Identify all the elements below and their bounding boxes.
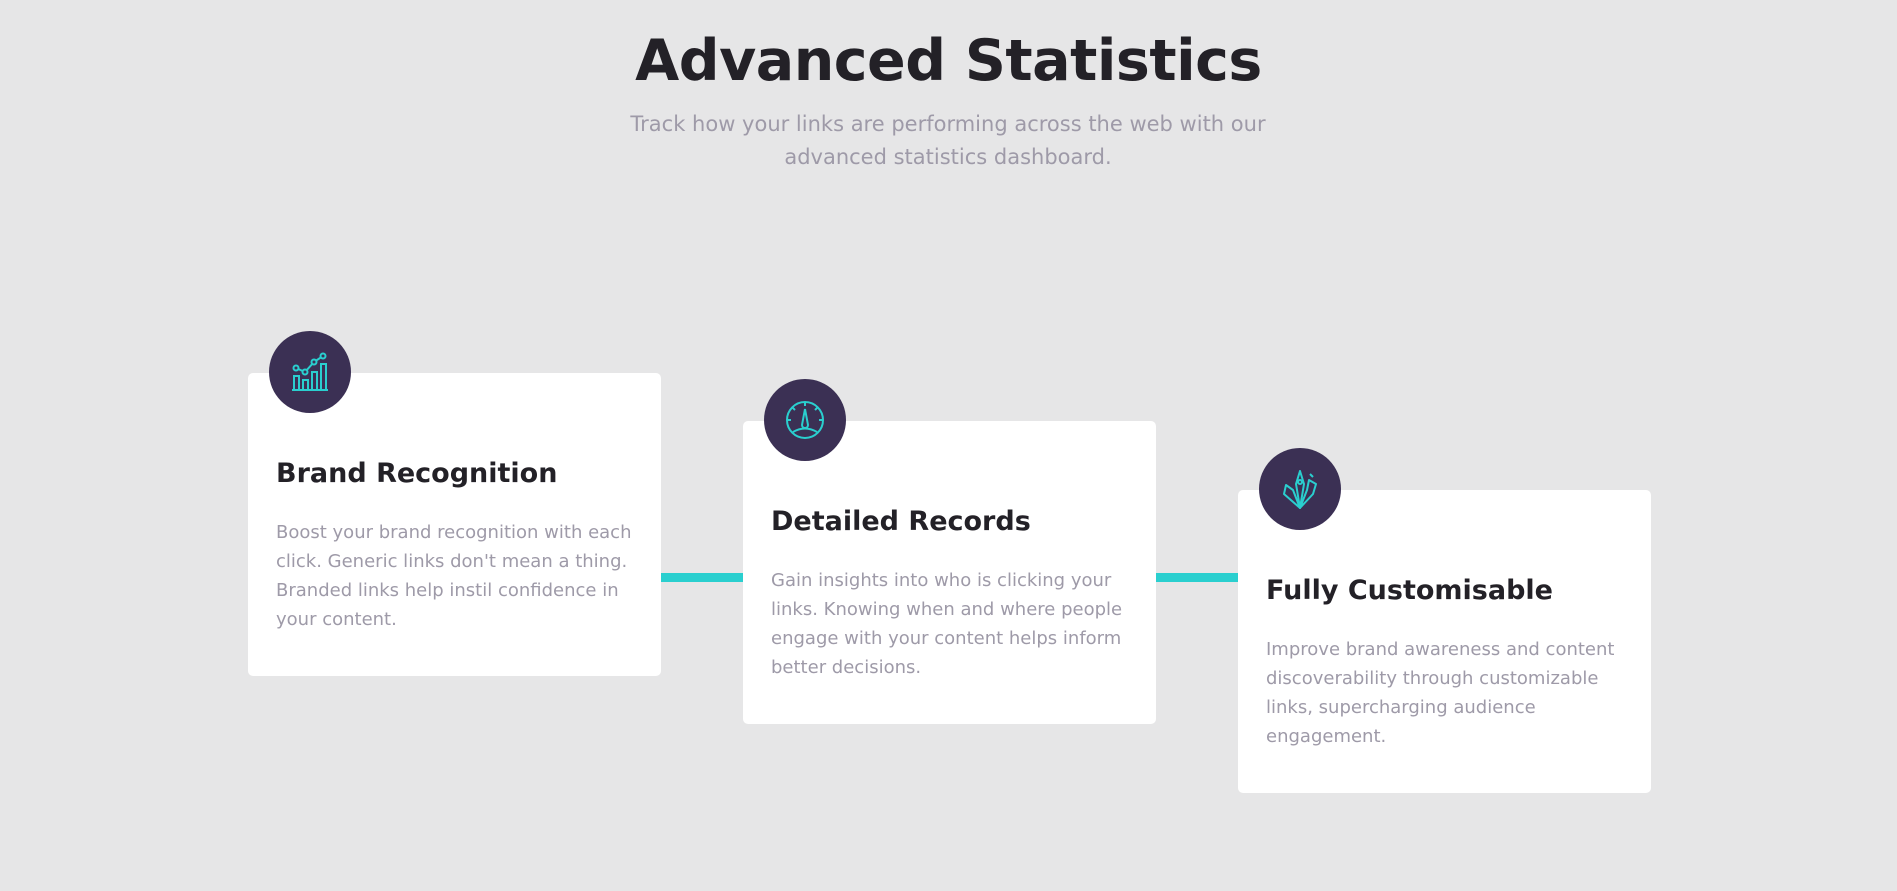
card-connector bbox=[1156, 573, 1240, 582]
detailed-records-gauge-icon bbox=[786, 401, 824, 439]
card-text: Gain insights into who is clicking your … bbox=[771, 570, 1123, 678]
card-connector bbox=[660, 573, 744, 582]
section-title: Advanced Statistics bbox=[635, 28, 1262, 94]
fully-customisable-tools-icon bbox=[1283, 470, 1317, 509]
feature-card-brand-recognition: Brand Recognition Boost your brand recog… bbox=[248, 331, 661, 676]
feature-icon-badge bbox=[269, 331, 351, 413]
card-title: Brand Recognition bbox=[276, 458, 558, 489]
card-title: Fully Customisable bbox=[1266, 575, 1553, 606]
card-text: Improve brand awareness and content disc… bbox=[1266, 639, 1615, 747]
brand-recognition-chart-icon bbox=[292, 352, 328, 391]
card-text: Boost your brand recognition with each c… bbox=[276, 522, 632, 630]
feature-card-detailed-records: Detailed Records Gain insights into who … bbox=[743, 379, 1156, 724]
feature-icon-badge bbox=[764, 379, 846, 461]
feature-icon-badge bbox=[1259, 448, 1341, 530]
feature-card-fully-customisable: Fully Customisable Improve brand awarene… bbox=[1238, 448, 1651, 793]
section-subtitle: Track how your links are performing acro… bbox=[630, 112, 1266, 169]
card-title: Detailed Records bbox=[771, 506, 1031, 537]
